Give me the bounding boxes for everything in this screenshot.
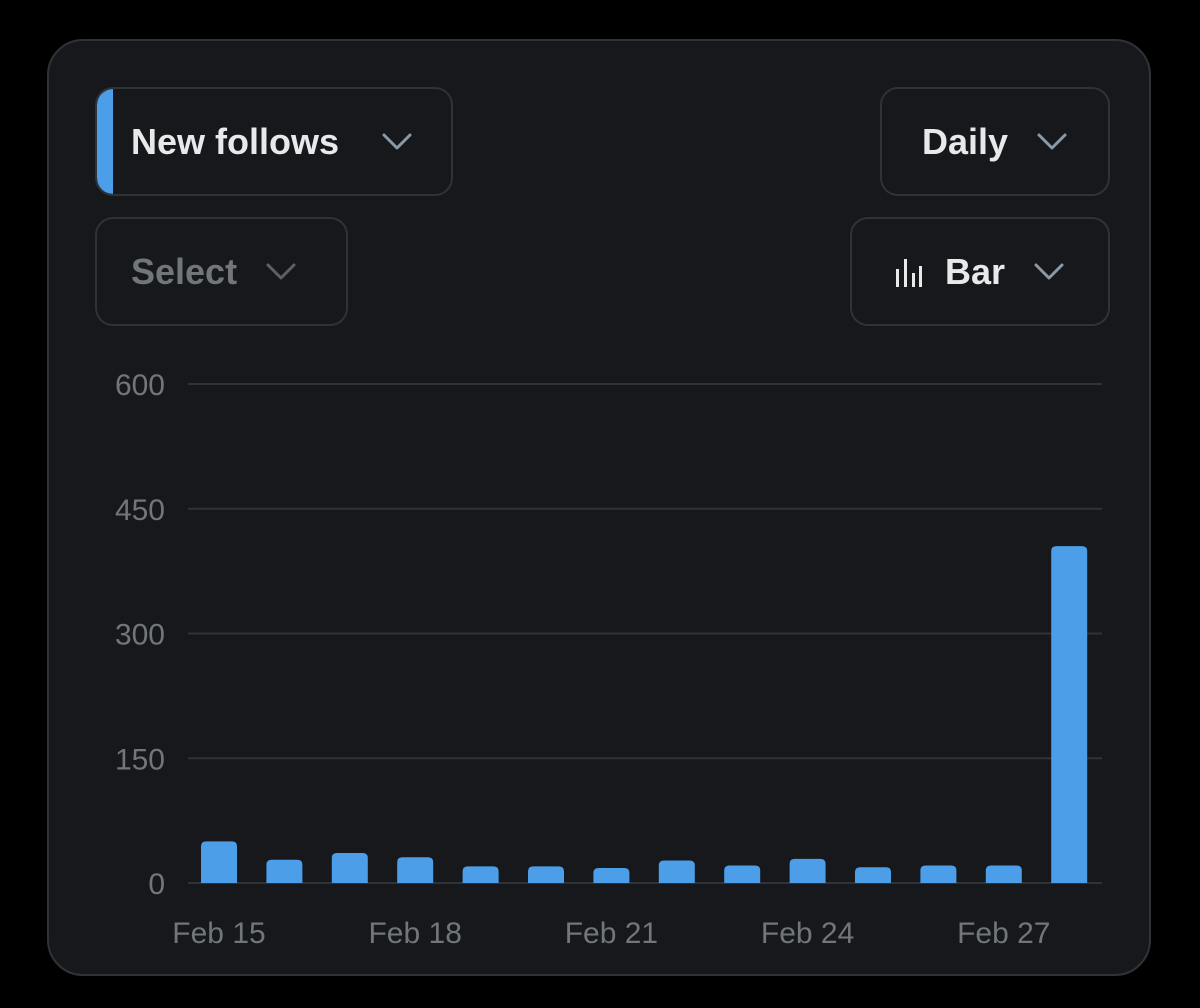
chevron-down-icon <box>1037 133 1067 149</box>
bar-feb-27[interactable] <box>985 865 1022 883</box>
bar-feb-21[interactable] <box>593 868 630 883</box>
x-tick-label: Feb 21 <box>565 917 658 950</box>
bar-feb-19[interactable] <box>462 866 499 883</box>
y-tick-label: 300 <box>115 619 165 652</box>
metric-color-indicator <box>97 89 113 194</box>
bar-feb-26[interactable] <box>920 865 957 883</box>
analytics-card: New follows Daily Select Bar 0 150 300 450 6… <box>47 39 1151 976</box>
x-tick-label: Feb 15 <box>172 917 265 950</box>
y-tick-label: 450 <box>115 494 165 527</box>
x-tick-label: Feb 27 <box>957 917 1050 950</box>
bar-feb-15[interactable] <box>201 841 237 883</box>
compare-dropdown[interactable]: Select <box>95 217 348 326</box>
y-tick-label: 600 <box>115 369 165 402</box>
x-tick-label: Feb 24 <box>761 917 854 950</box>
bar-feb-18[interactable] <box>397 857 434 883</box>
period-dropdown-label: Daily <box>921 120 1009 162</box>
chart-type-dropdown[interactable]: Bar <box>850 217 1110 326</box>
bar-feb-23[interactable] <box>724 865 761 883</box>
metric-dropdown[interactable]: New follows <box>95 87 453 196</box>
chevron-down-icon <box>266 263 296 279</box>
bar-chart: 0 150 300 450 600 Feb 15 Feb 18 Feb 21 Feb 24 Feb… <box>115 369 1102 950</box>
y-tick-label: 0 <box>148 868 165 901</box>
chevron-down-icon <box>1034 263 1064 279</box>
y-tick-label: 150 <box>115 743 165 776</box>
bar-feb-17[interactable] <box>331 853 368 883</box>
chart-type-dropdown-label: Bar <box>944 250 1006 292</box>
bar-feb-20[interactable] <box>528 866 564 883</box>
bar-feb-25[interactable] <box>855 867 891 883</box>
compare-dropdown-label: Select <box>131 250 238 292</box>
metric-dropdown-label: New follows <box>131 120 340 162</box>
bar-feb-22[interactable] <box>658 860 695 883</box>
bar-chart-icon <box>895 258 922 287</box>
x-tick-label: Feb 18 <box>368 917 461 950</box>
bar-feb-16[interactable] <box>266 859 303 883</box>
bar-feb-24[interactable] <box>789 858 826 883</box>
bar-feb-28[interactable] <box>1051 546 1088 883</box>
chevron-down-icon <box>382 133 412 149</box>
period-dropdown[interactable]: Daily <box>880 87 1110 196</box>
